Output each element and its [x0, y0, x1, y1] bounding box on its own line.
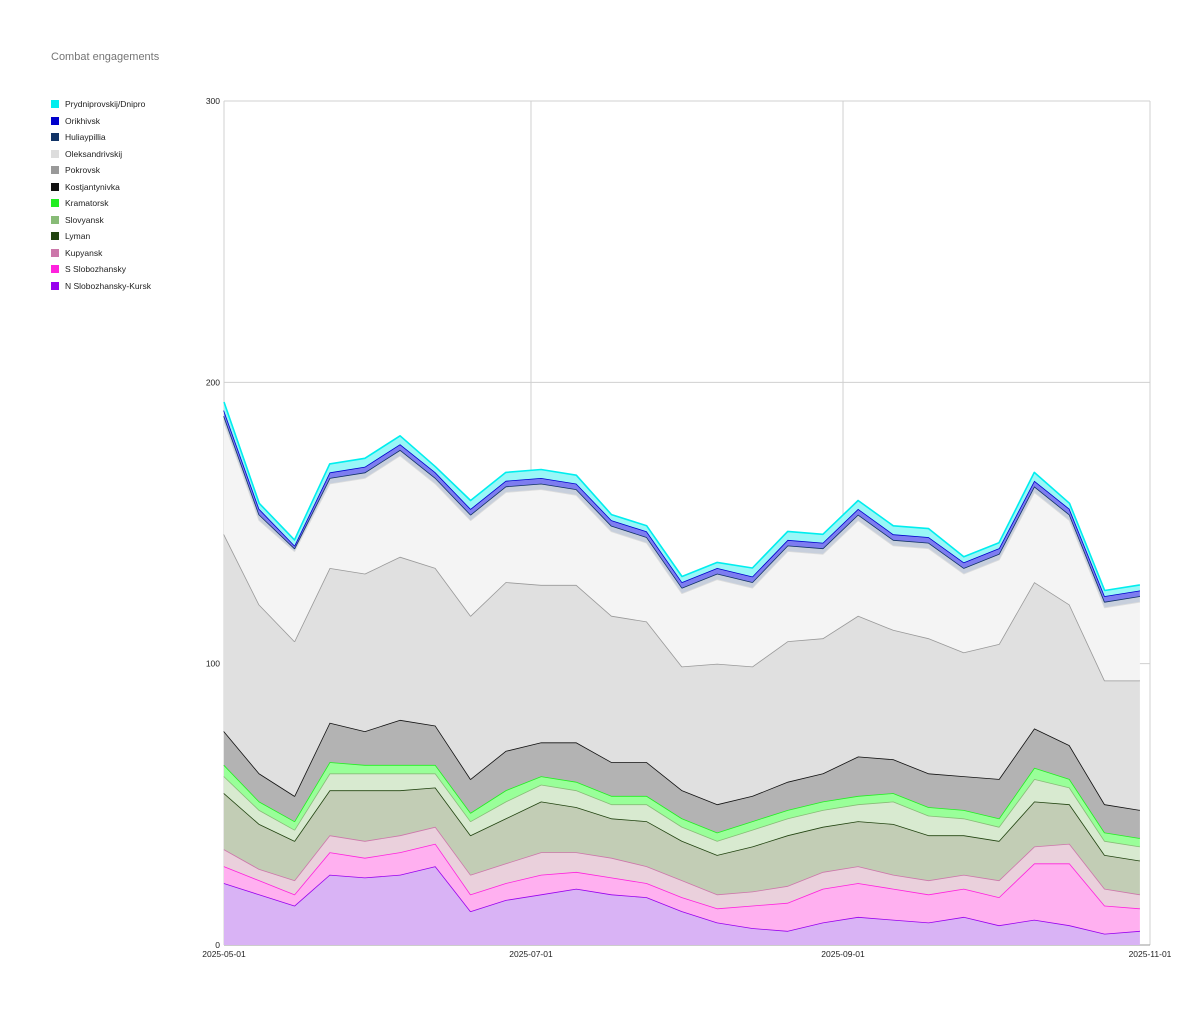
legend-label: Pokrovsk [65, 165, 100, 176]
legend-item: Kupyansk [51, 245, 151, 262]
legend-swatch [51, 232, 59, 241]
legend-item: Pokrovsk [51, 162, 151, 179]
legend-swatch [51, 116, 59, 125]
legend-item: Kramatorsk [51, 195, 151, 212]
legend-swatch [51, 100, 59, 109]
legend-swatch [51, 281, 59, 290]
legend-label: Oleksandrivskij [65, 148, 123, 159]
x-tick-label: 2025-05-01 [202, 949, 246, 959]
legend-item: Prydniprovskij/Dnipro [51, 96, 151, 113]
legend-swatch [51, 248, 59, 257]
legend-item: Slovyansk [51, 212, 151, 229]
legend-label: S Slobozhansky [65, 264, 126, 275]
legend-swatch [51, 149, 59, 158]
y-tick-label: 0 [215, 940, 220, 950]
legend-item: N Slobozhansky-Kursk [51, 278, 151, 295]
legend-swatch [51, 265, 59, 274]
y-tick-label: 300 [206, 96, 220, 106]
legend-item: Orikhivsk [51, 113, 151, 130]
area-pokrovsk [224, 534, 1140, 810]
legend-label: Orikhivsk [65, 115, 100, 126]
legend-item: Lyman [51, 228, 151, 245]
legend-swatch [51, 166, 59, 175]
chart-legend: Prydniprovskij/Dnipro Orikhivsk Huliaypill… [51, 96, 151, 294]
legend-swatch [51, 199, 59, 208]
legend-label: N Slobozhansky-Kursk [65, 280, 151, 291]
area-n-slobozhansky-kursk [224, 866, 1140, 945]
legend-label: Slovyansk [65, 214, 104, 225]
legend-label: Kostjantynivka [65, 181, 120, 192]
chart-areas [223, 401, 1141, 945]
area-oleksandrivskij [224, 421, 1140, 681]
legend-label: Prydniprovskij/Dnipro [65, 99, 146, 110]
legend-item: Oleksandrivskij [51, 146, 151, 163]
area-s-slobozhansky [224, 843, 1140, 934]
legend-label: Lyman [65, 231, 91, 242]
chart-title: Combat engagements [51, 51, 160, 63]
legend-label: Kupyansk [65, 247, 103, 258]
y-tick-label: 100 [206, 659, 220, 669]
x-tick-label: 2025-11-01 [1129, 949, 1172, 959]
legend-swatch [51, 215, 59, 224]
area-kupyansk [224, 826, 1140, 909]
x-tick-label: 2025-09-01 [821, 949, 865, 959]
x-tick-label: 2025-07-01 [509, 949, 553, 959]
legend-item: S Slobozhansky [51, 261, 151, 278]
legend-label: Huliaypillia [65, 132, 106, 143]
legend-item: Huliaypillia [51, 129, 151, 146]
legend-swatch [51, 182, 59, 191]
area-kostjantynivka [224, 719, 1140, 839]
legend-swatch [51, 133, 59, 142]
chart-ticks: 0 100 200 300 2025-05-01 2025-07-01 2025-09-01… [202, 96, 1171, 959]
legend-item: Kostjantynivka [51, 179, 151, 196]
line-prydniprovskij-dnipro [223, 401, 1141, 592]
legend-label: Kramatorsk [65, 198, 109, 209]
y-tick-label: 200 [206, 377, 220, 387]
